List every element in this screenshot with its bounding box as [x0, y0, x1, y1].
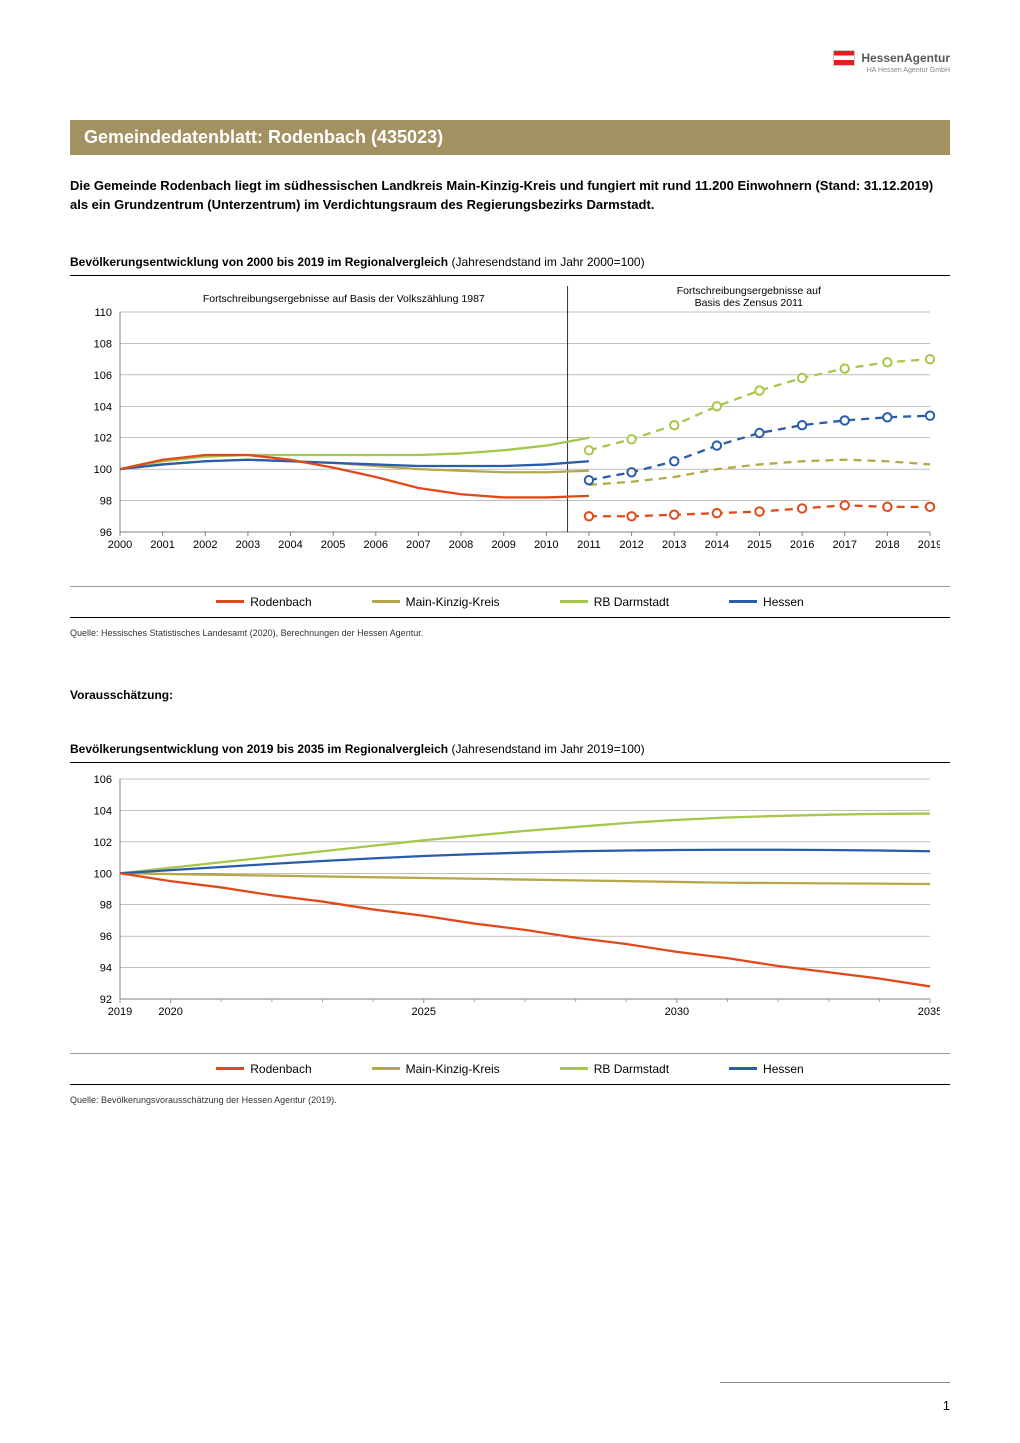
svg-text:100: 100 [94, 868, 112, 880]
legend-swatch [216, 600, 244, 603]
svg-text:106: 106 [94, 370, 112, 382]
legend-swatch [372, 600, 400, 603]
legend-item: RB Darmstadt [560, 595, 669, 609]
footer-rule [720, 1382, 950, 1383]
legend-label: RB Darmstadt [594, 1062, 669, 1076]
logo-sub: HA Hessen Agentur GmbH [833, 67, 950, 74]
legend-item: Main-Kinzig-Kreis [372, 1062, 500, 1076]
chart2-source: Quelle: Bevölkerungsvorausschätzung der … [70, 1095, 950, 1105]
svg-text:2010: 2010 [534, 539, 558, 551]
svg-text:2019: 2019 [918, 539, 940, 551]
svg-text:102: 102 [94, 837, 112, 849]
section-label: Vorausschätzung: [70, 688, 950, 702]
page-number: 1 [943, 1398, 950, 1413]
svg-text:2020: 2020 [158, 1006, 182, 1018]
svg-text:100: 100 [94, 464, 112, 476]
svg-text:92: 92 [100, 994, 112, 1006]
svg-text:96: 96 [100, 527, 112, 539]
page-title: Gemeindedatenblatt: Rodenbach (435023) [70, 120, 950, 155]
svg-text:2012: 2012 [619, 539, 643, 551]
svg-text:2004: 2004 [278, 539, 302, 551]
chart2-title: Bevölkerungsentwicklung von 2019 bis 203… [70, 742, 950, 756]
svg-text:110: 110 [94, 307, 112, 319]
svg-text:2014: 2014 [705, 539, 729, 551]
svg-text:2017: 2017 [832, 539, 856, 551]
legend-label: Hessen [763, 1062, 804, 1076]
svg-text:Fortschreibungsergebnisse auf: Fortschreibungsergebnisse auf Basis der … [203, 293, 485, 305]
chart1-source: Quelle: Hessisches Statistisches Landesa… [70, 628, 950, 638]
chart1-svg: 96 98 100 102 104 106 108 110 2000 2001 2002 2003 20… [70, 282, 940, 582]
chart1-container: 96 98 100 102 104 106 108 110 2000 2001 2002 2003 20… [70, 275, 950, 618]
logo-main: HessenAgentur [861, 51, 950, 65]
legend-item: Hessen [729, 595, 804, 609]
svg-text:2013: 2013 [662, 539, 686, 551]
legend-label: Rodenbach [250, 1062, 311, 1076]
svg-text:2018: 2018 [875, 539, 899, 551]
svg-text:94: 94 [100, 962, 112, 974]
svg-text:108: 108 [94, 338, 112, 350]
page: HessenAgentur HA Hessen Agentur GmbH Gem… [0, 0, 1020, 1443]
chart2-container: 92 94 96 98 100 102 104 106 2019 2020 2025 2030 2035… [70, 762, 950, 1085]
legend-label: Rodenbach [250, 595, 311, 609]
svg-text:2002: 2002 [193, 539, 217, 551]
chart2-svg: 92 94 96 98 100 102 104 106 2019 2020 2025 2030 2035 [70, 769, 940, 1049]
svg-text:104: 104 [94, 401, 112, 413]
svg-text:2006: 2006 [364, 539, 388, 551]
svg-text:2008: 2008 [449, 539, 473, 551]
svg-text:2009: 2009 [491, 539, 515, 551]
legend-swatch [216, 1067, 244, 1070]
svg-text:104: 104 [94, 805, 112, 817]
svg-text:96: 96 [100, 931, 112, 943]
svg-text:2011: 2011 [577, 539, 601, 551]
flag-icon [833, 50, 855, 66]
legend-item: Hessen [729, 1062, 804, 1076]
legend-item: Rodenbach [216, 1062, 311, 1076]
legend-label: RB Darmstadt [594, 595, 669, 609]
brand-logo: HessenAgentur HA Hessen Agentur GmbH [833, 50, 950, 74]
legend-label: Main-Kinzig-Kreis [406, 595, 500, 609]
chart1-legend: Rodenbach Main-Kinzig-Kreis RB Darmstadt He… [70, 586, 950, 617]
svg-text:98: 98 [100, 899, 112, 911]
legend-swatch [560, 1067, 588, 1070]
svg-text:2025: 2025 [412, 1006, 436, 1018]
chart1-title: Bevölkerungsentwicklung von 2000 bis 201… [70, 255, 950, 269]
svg-text:2030: 2030 [665, 1006, 689, 1018]
svg-text:2003: 2003 [236, 539, 260, 551]
intro-paragraph: Die Gemeinde Rodenbach liegt im südhessi… [70, 177, 950, 215]
svg-text:Fortschreibungsergebnisse auf: Fortschreibungsergebnisse auf [677, 285, 821, 297]
legend-item: Rodenbach [216, 595, 311, 609]
svg-text:2035: 2035 [918, 1006, 940, 1018]
svg-text:2015: 2015 [747, 539, 771, 551]
svg-text:2007: 2007 [406, 539, 430, 551]
legend-swatch [729, 600, 757, 603]
legend-label: Main-Kinzig-Kreis [406, 1062, 500, 1076]
svg-text:98: 98 [100, 495, 112, 507]
svg-text:2005: 2005 [321, 539, 345, 551]
legend-swatch [729, 1067, 757, 1070]
chart2-legend: Rodenbach Main-Kinzig-Kreis RB Darmstadt He… [70, 1053, 950, 1084]
legend-swatch [372, 1067, 400, 1070]
legend-item: Main-Kinzig-Kreis [372, 595, 500, 609]
legend-label: Hessen [763, 595, 804, 609]
svg-text:2016: 2016 [790, 539, 814, 551]
legend-swatch [560, 600, 588, 603]
svg-text:102: 102 [94, 432, 112, 444]
legend-item: RB Darmstadt [560, 1062, 669, 1076]
svg-text:Basis des Zensus 2011: Basis des Zensus 2011 [695, 297, 804, 309]
svg-text:2001: 2001 [150, 539, 174, 551]
svg-text:106: 106 [94, 774, 112, 786]
svg-text:2000: 2000 [108, 539, 132, 551]
svg-text:2019: 2019 [108, 1006, 132, 1018]
